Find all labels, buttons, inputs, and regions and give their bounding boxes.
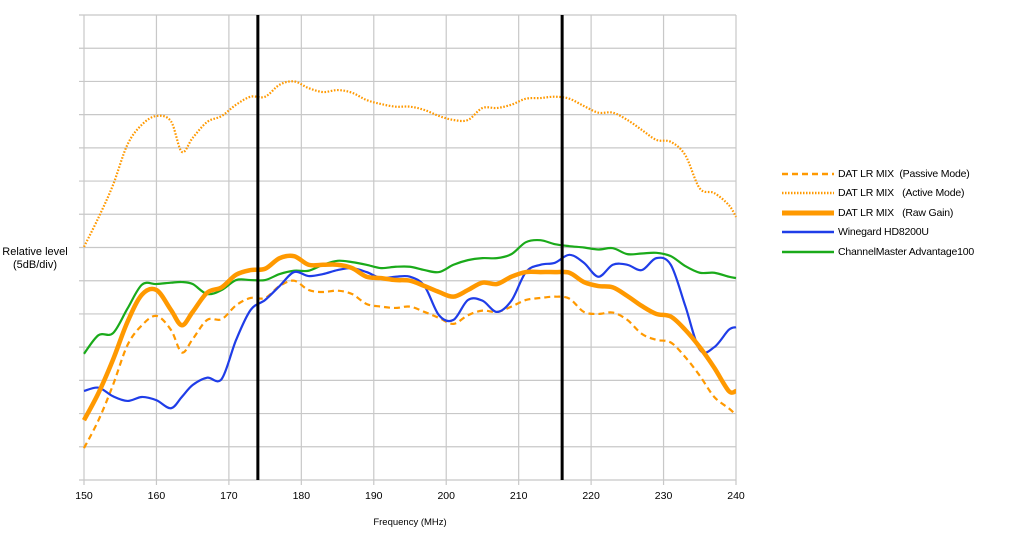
x-tick-label: 240 <box>727 490 745 502</box>
series-line <box>82 253 737 422</box>
y-axis-label-line-2: (5dB/div) <box>12 259 58 271</box>
legend-item-raw-gain: DAT LR MIX (Raw Gain) <box>782 203 974 223</box>
x-tick-label: 210 <box>510 490 528 502</box>
series-line <box>83 279 737 449</box>
legend-label: Winegard HD8200U <box>838 226 929 239</box>
x-tick-label: 150 <box>75 490 93 502</box>
x-tick-label: 200 <box>437 490 455 502</box>
legend-swatch-dashed-orange <box>782 172 834 175</box>
legend-label: ChannelMaster Advantage100 <box>838 245 975 258</box>
y-axis-label: Relative level (5dB/div) <box>0 246 76 272</box>
x-tick-label: 230 <box>655 490 673 502</box>
plot-grid <box>79 14 737 485</box>
x-tick-label: 160 <box>148 490 166 502</box>
legend-swatch-thick-orange <box>782 210 834 216</box>
x-tick-label: 190 <box>365 490 383 502</box>
legend-label: DAT LR MIX (Passive Mode) <box>838 167 970 180</box>
legend-item-passive: DAT LR MIX (Passive Mode) <box>782 164 974 184</box>
legend-label: DAT LR MIX (Raw Gain) <box>838 206 954 219</box>
x-axis-tick-labels: 150 160 170 180 190 200 210 220 230 240 <box>75 490 745 502</box>
plot-series <box>82 80 737 449</box>
chart-legend: DAT LR MIX (Passive Mode) DAT LR MIX (Ac… <box>782 164 974 262</box>
legend-item-active: DAT LR MIX (Active Mode) <box>782 184 974 204</box>
legend-label: DAT LR MIX (Active Mode) <box>838 187 965 200</box>
legend-swatch-blue <box>782 231 834 234</box>
vertical-marker-lines <box>256 15 564 480</box>
series-line <box>83 80 737 248</box>
series-line <box>83 238 737 355</box>
legend-swatch-dotted-orange <box>782 192 834 195</box>
x-tick-label: 170 <box>220 490 238 502</box>
legend-item-channelmaster: ChannelMaster Advantage100 <box>782 242 974 262</box>
y-axis-label-line-1: Relative level <box>2 246 68 258</box>
x-tick-label: 180 <box>293 490 311 502</box>
series-line <box>83 253 737 410</box>
legend-swatch-green <box>782 250 834 253</box>
x-tick-label: 220 <box>582 490 600 502</box>
legend-item-winegard: Winegard HD8200U <box>782 223 974 243</box>
x-axis-label: Frequency (MHz) <box>373 517 447 528</box>
